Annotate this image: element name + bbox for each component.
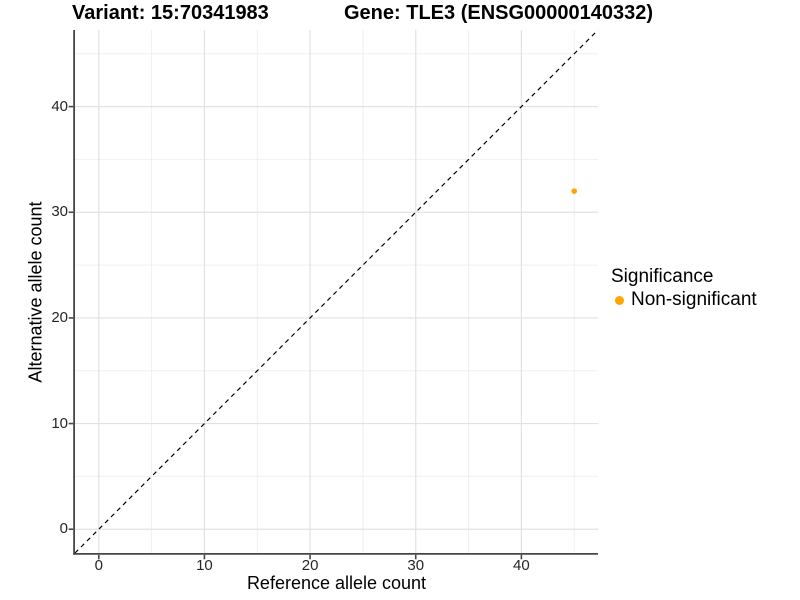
x-axis-title: Reference allele count (246, 573, 427, 593)
y-tick-label: 40 (51, 97, 68, 115)
x-tick-label: 10 (196, 557, 213, 574)
legend: Significance Non-significant (611, 266, 757, 312)
y-tick-label: 0 (59, 520, 68, 538)
identity-dashed-line (74, 29, 599, 554)
legend-entry-label: Non-significant (631, 289, 757, 310)
y-tick-label: 20 (51, 308, 68, 326)
plot-title-gene: Gene: TLE3 (ENSG00000140332) (344, 2, 654, 24)
y-tick-label: 30 (51, 203, 68, 221)
legend-entry: Non-significant (611, 288, 757, 312)
y-tick-label: 10 (51, 414, 68, 432)
legend-dot-icon (615, 295, 624, 305)
x-tick-label: 40 (513, 557, 530, 574)
legend-entries: Non-significant (611, 288, 757, 312)
legend-key (611, 292, 628, 309)
x-tick-label: 30 (407, 557, 425, 574)
x-tick-label: 0 (94, 557, 103, 574)
data-point (571, 188, 578, 194)
x-tick-label: 20 (301, 557, 319, 574)
plot-title-variant: Variant: 15:70341983 (72, 2, 269, 24)
legend-title: Significance (611, 266, 714, 287)
